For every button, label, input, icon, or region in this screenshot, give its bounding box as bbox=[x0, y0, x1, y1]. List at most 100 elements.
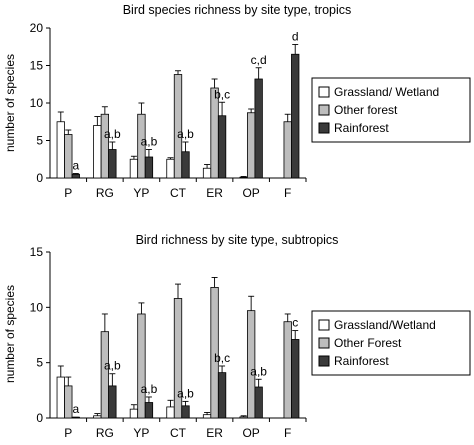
y-tick-label: 15 bbox=[30, 59, 44, 73]
y-tick-label: 15 bbox=[30, 245, 44, 259]
significance-label: a,b bbox=[141, 382, 158, 396]
bar-grassland bbox=[202, 167, 212, 179]
significance-label: a,b bbox=[104, 359, 121, 373]
bar-grassland bbox=[56, 121, 65, 179]
bar-grassland bbox=[93, 415, 102, 419]
legend-box bbox=[311, 310, 471, 376]
annotations: a a,b a,b a,b b,c c,d d bbox=[72, 30, 298, 173]
bar-rainforest bbox=[181, 151, 190, 179]
bar-other-forest bbox=[100, 331, 110, 419]
legend-label-other-forest: Other forest bbox=[334, 103, 398, 117]
x-tick-label: OP bbox=[242, 426, 259, 440]
bar-other-forest bbox=[100, 113, 110, 179]
significance-label: a bbox=[72, 159, 79, 173]
x-tick-label: RG bbox=[96, 426, 114, 440]
y-tick-label: 0 bbox=[36, 411, 43, 425]
x-tick-label: P bbox=[64, 426, 72, 440]
y-tick-label: 5 bbox=[36, 356, 43, 370]
significance-label: a,b bbox=[177, 127, 194, 141]
bar-other-forest bbox=[210, 87, 219, 179]
x-tick-label: RG bbox=[96, 186, 114, 200]
bar-rainforest bbox=[254, 78, 263, 179]
y-tick-label: 0 bbox=[36, 171, 43, 185]
significance-label: b,c bbox=[214, 351, 230, 365]
legend-swatch-rainforest bbox=[318, 355, 330, 367]
significance-label: a bbox=[72, 402, 79, 416]
bar-other-forest bbox=[137, 313, 146, 419]
y-axis-label: number of species bbox=[3, 54, 17, 152]
bar-other-forest bbox=[64, 385, 73, 419]
bar-grassland bbox=[239, 176, 248, 179]
legend-swatch-other-forest bbox=[318, 104, 330, 116]
bar-rainforest bbox=[254, 386, 263, 419]
legend-swatch-rainforest bbox=[318, 122, 330, 134]
bars bbox=[56, 44, 300, 179]
y-tick-label: 20 bbox=[30, 21, 44, 35]
significance-label: c bbox=[292, 316, 298, 330]
bar-grassland bbox=[239, 416, 248, 419]
bar-rainforest bbox=[71, 173, 80, 179]
bar-rainforest bbox=[144, 156, 154, 179]
bar-rainforest bbox=[108, 149, 117, 179]
significance-label: a,b bbox=[141, 135, 158, 149]
x-tick-label: ER bbox=[206, 426, 223, 440]
legend-swatch-grassland bbox=[318, 319, 330, 331]
legend: Grassland/ Wetland Other forest Rainfore… bbox=[311, 77, 471, 143]
significance-label: a,b bbox=[177, 386, 194, 400]
y-axis-label: number of species bbox=[3, 285, 17, 383]
significance-label: c,d bbox=[251, 53, 267, 67]
x-tick-label: F bbox=[284, 426, 291, 440]
bar-rainforest bbox=[144, 402, 154, 419]
chart-tropics: Bird species richness by site type, trop… bbox=[3, 3, 471, 200]
bar-grassland bbox=[166, 158, 175, 179]
x-tick-label: YP bbox=[133, 186, 149, 200]
legend-label-rainforest: Rainforest bbox=[334, 354, 389, 368]
bar-rainforest bbox=[217, 372, 227, 419]
bar-other-forest bbox=[283, 121, 292, 179]
significance-label: a,b bbox=[250, 364, 267, 378]
x-tick-label: CT bbox=[170, 426, 187, 440]
bar-grassland bbox=[202, 414, 212, 419]
legend-swatch-grassland bbox=[318, 86, 330, 98]
significance-label: d bbox=[292, 30, 299, 44]
bars bbox=[56, 277, 300, 419]
legend-label-grassland: Grassland/Wetland bbox=[334, 318, 436, 332]
bar-rainforest bbox=[217, 115, 227, 179]
bar-grassland bbox=[129, 408, 139, 419]
significance-label: a,b bbox=[104, 127, 121, 141]
x-tick-label: OP bbox=[242, 186, 259, 200]
bar-rainforest bbox=[108, 385, 117, 419]
x-tick-label: F bbox=[284, 186, 291, 200]
legend-label-rainforest: Rainforest bbox=[334, 121, 389, 135]
x-tick-label: ER bbox=[206, 186, 223, 200]
bar-grassland bbox=[56, 376, 65, 419]
axes: 0 5 10 15 20 P RG YP CT ER OP F bbox=[30, 21, 307, 200]
bar-rainforest bbox=[181, 405, 190, 419]
legend-box bbox=[311, 77, 471, 143]
legend-swatch-other-forest bbox=[318, 337, 330, 349]
annotations: a a,b a,b a,b b,c a,b c bbox=[72, 316, 298, 417]
legend-label-other-forest: Other Forest bbox=[334, 336, 402, 350]
legend-label-grassland: Grassland/ Wetland bbox=[334, 85, 439, 99]
legend: Grassland/Wetland Other Forest Rainfores… bbox=[311, 310, 471, 376]
bar-grassland bbox=[166, 406, 175, 419]
bar-other-forest bbox=[246, 112, 256, 179]
axes: 0 5 10 15 P RG YP CT ER OP F bbox=[30, 245, 307, 440]
chart-title: Bird species richness by site type, trop… bbox=[123, 3, 352, 17]
y-tick-label: 10 bbox=[30, 300, 44, 314]
x-tick-label: YP bbox=[133, 426, 149, 440]
y-tick-label: 10 bbox=[30, 96, 44, 110]
significance-label: b,c bbox=[214, 87, 230, 101]
chart-subtropics: Bird richness by site type, subtropics n… bbox=[3, 233, 471, 440]
chart-title: Bird richness by site type, subtropics bbox=[136, 233, 339, 247]
y-tick-label: 5 bbox=[36, 134, 43, 148]
x-tick-label: CT bbox=[170, 186, 187, 200]
x-tick-label: P bbox=[64, 186, 72, 200]
bar-rainforest bbox=[291, 53, 300, 179]
bar-other-forest bbox=[64, 134, 73, 179]
bar-grassland bbox=[93, 125, 102, 179]
bar-rainforest bbox=[291, 339, 300, 419]
bar-other-forest bbox=[283, 321, 292, 419]
